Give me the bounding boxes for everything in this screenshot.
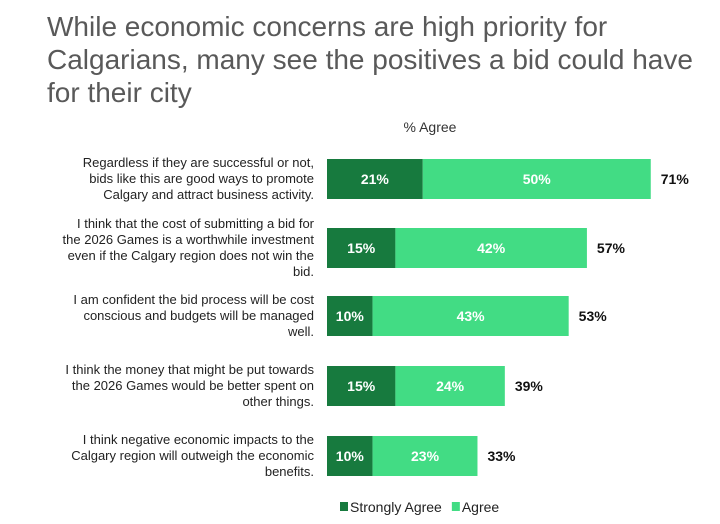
legend-swatch: [340, 502, 348, 511]
chart-title: While economic concerns are high priorit…: [47, 11, 693, 108]
bar-strongly-agree: [327, 296, 373, 336]
category-label: I am confident the bid process will be c…: [73, 292, 314, 307]
category-label: bid.: [293, 264, 314, 279]
data-label: 23%: [411, 448, 440, 464]
bar-agree: [395, 366, 505, 406]
category-label: other things.: [242, 394, 314, 409]
category-label: I think that the cost of submitting a bi…: [77, 216, 315, 231]
category-label: I think the money that might be put towa…: [65, 362, 314, 377]
category-label: the 2026 Games is a worthwhile investmen…: [63, 232, 315, 247]
legend-label: Agree: [462, 499, 500, 515]
bar-strongly-agree: [327, 159, 423, 199]
total-label: 53%: [579, 308, 608, 324]
data-label: 43%: [457, 308, 486, 324]
data-label: 10%: [336, 308, 365, 324]
total-label: 71%: [661, 171, 690, 187]
bar-agree: [372, 436, 478, 476]
data-label: 42%: [477, 240, 506, 256]
total-label: 39%: [515, 378, 544, 394]
data-label: 21%: [361, 171, 390, 187]
data-label: 15%: [347, 378, 376, 394]
category-label: Regardless if they are successful or not…: [83, 155, 314, 170]
category-label: I think negative economic impacts to the: [83, 432, 314, 447]
category-label: benefits.: [265, 464, 314, 479]
bar-strongly-agree: [327, 228, 396, 268]
category-label: Calgary region will outweigh the economi…: [71, 448, 314, 463]
category-label: the 2026 Games would be better spent on: [72, 378, 314, 393]
category-label: bids like this are good ways to promote: [89, 171, 314, 186]
chart-subtitle: % Agree: [404, 119, 457, 135]
bar-agree: [395, 228, 587, 268]
bar-strongly-agree: [327, 436, 373, 476]
data-label: 24%: [436, 378, 465, 394]
category-label: conscious and budgets will be managed: [83, 308, 314, 323]
category-label: well.: [287, 324, 314, 339]
bar-agree: [372, 296, 569, 336]
data-label: 15%: [347, 240, 376, 256]
data-label: 10%: [336, 448, 365, 464]
bar-strongly-agree: [327, 366, 396, 406]
legend-label: Strongly Agree: [350, 499, 442, 515]
legend-swatch: [451, 502, 460, 511]
total-label: 33%: [487, 448, 516, 464]
data-label: 50%: [523, 171, 552, 187]
total-label: 57%: [597, 240, 626, 256]
category-label: even if the Calgary region does not win …: [68, 248, 314, 263]
bar-agree: [422, 159, 651, 199]
category-label: Calgary and attract business activity.: [103, 187, 314, 202]
